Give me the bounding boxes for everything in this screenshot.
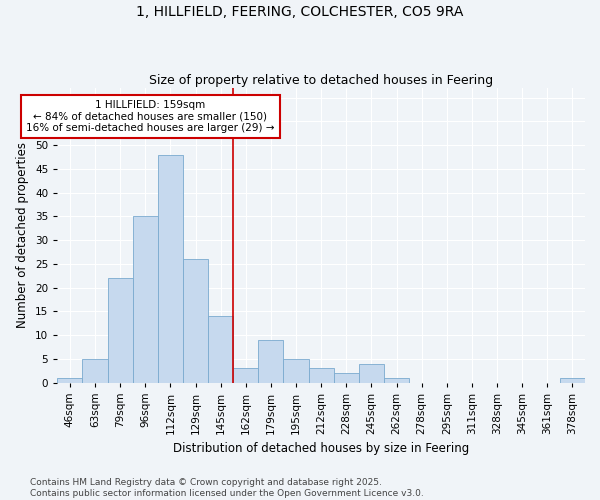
Text: 1 HILLFIELD: 159sqm
← 84% of detached houses are smaller (150)
16% of semi-detac: 1 HILLFIELD: 159sqm ← 84% of detached ho…	[26, 100, 275, 133]
Bar	[384, 378, 409, 382]
Bar	[334, 373, 359, 382]
Bar	[133, 216, 158, 382]
Bar	[183, 259, 208, 382]
Bar	[259, 340, 283, 382]
Bar	[58, 378, 82, 382]
Bar	[158, 154, 183, 382]
Bar	[560, 378, 585, 382]
Text: 1, HILLFIELD, FEERING, COLCHESTER, CO5 9RA: 1, HILLFIELD, FEERING, COLCHESTER, CO5 9…	[136, 5, 464, 19]
Bar	[233, 368, 259, 382]
Bar	[208, 316, 233, 382]
Bar	[283, 359, 308, 382]
Title: Size of property relative to detached houses in Feering: Size of property relative to detached ho…	[149, 74, 493, 87]
Bar	[308, 368, 334, 382]
Bar	[82, 359, 107, 382]
X-axis label: Distribution of detached houses by size in Feering: Distribution of detached houses by size …	[173, 442, 469, 455]
Text: Contains HM Land Registry data © Crown copyright and database right 2025.
Contai: Contains HM Land Registry data © Crown c…	[30, 478, 424, 498]
Y-axis label: Number of detached properties: Number of detached properties	[16, 142, 29, 328]
Bar	[107, 278, 133, 382]
Bar	[359, 364, 384, 382]
